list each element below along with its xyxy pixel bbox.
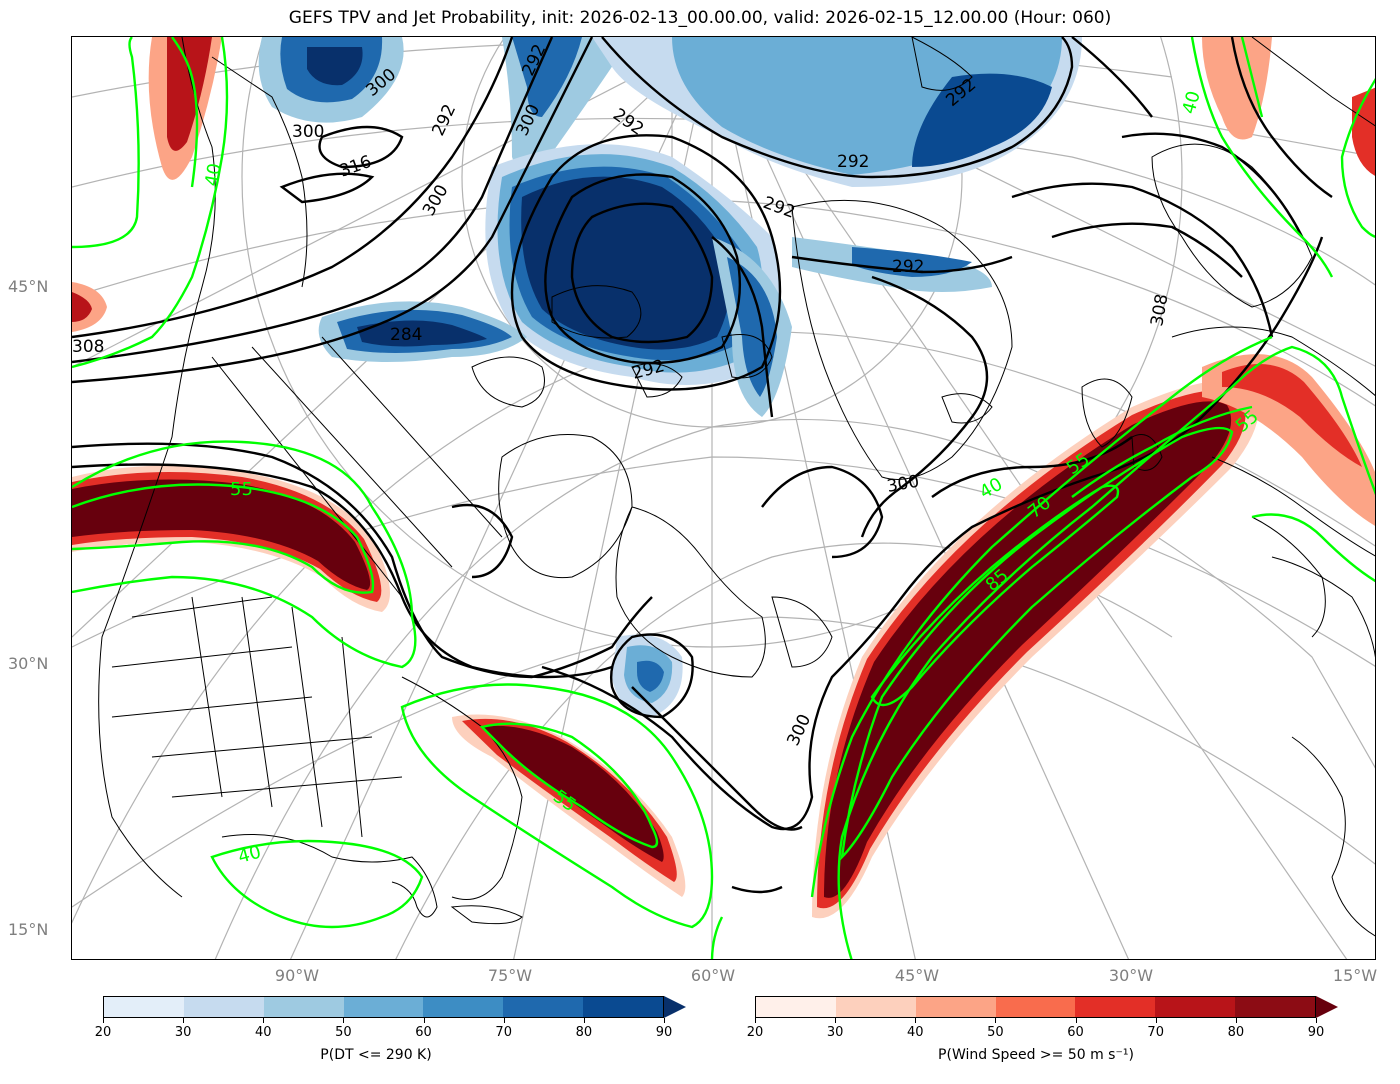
tpv-colorbar-tickmark	[423, 1018, 425, 1023]
tpv-colorbar-extend-arrow	[664, 996, 686, 1018]
jet-colorbar-tick-label: 40	[907, 1025, 924, 1040]
tpv-probability-fill	[258, 37, 1082, 717]
lon-label-30w: 30°W	[1108, 966, 1154, 985]
tpv-colorbar-tickmark	[183, 1018, 185, 1023]
tpv-colorbar-tickmark	[343, 1018, 345, 1023]
jet-colorbar-tickmark	[915, 1018, 917, 1023]
jet-colorbar-tickmark	[835, 1018, 837, 1023]
tpv-colorbar-tick-label: 70	[495, 1025, 512, 1040]
map-panel[interactable]: 292 300 292 300 300 316 300 292 292 292 …	[71, 36, 1376, 960]
theta-label: 300	[419, 181, 453, 219]
tpv-colorbar-tick-label: 90	[655, 1025, 673, 1040]
jet-label: 40	[201, 162, 226, 188]
lon-label-90w: 90°W	[274, 966, 320, 985]
jet-colorbar-label: P(Wind Speed >= 50 m s⁻¹)	[938, 1047, 1134, 1063]
theta-label: 300	[885, 472, 920, 497]
tpv-colorbar	[103, 996, 664, 1018]
tpv-colorbar-tick-label: 80	[575, 1025, 593, 1040]
jet-colorbar-segment	[756, 997, 836, 1017]
jet-colorbar-tick-label: 30	[826, 1025, 844, 1040]
jet-colorbar-tick-label: 70	[1147, 1025, 1164, 1040]
jet-colorbar-tickmark	[1155, 1018, 1157, 1023]
tpv-colorbar-segment	[343, 997, 424, 1017]
tpv-colorbar-tickmark	[263, 1018, 265, 1023]
theta-label: 300	[292, 122, 324, 142]
jet-colorbar-tick-label: 90	[1307, 1025, 1325, 1040]
jet-colorbar-segment	[1075, 997, 1156, 1017]
tpv-colorbar-segment	[583, 997, 664, 1017]
tpv-colorbar-tickmark	[103, 1018, 104, 1023]
jet-colorbar-tickmark	[995, 1018, 997, 1023]
jet-colorbar	[755, 996, 1316, 1018]
map-canvas: 292 300 292 300 300 316 300 292 292 292 …	[72, 37, 1375, 959]
jet-colorbar-tick-label: 80	[1227, 1025, 1245, 1040]
theta-label: 292	[428, 101, 460, 139]
jet-colorbar-tickmark	[1316, 1018, 1317, 1023]
figure-title: GEFS TPV and Jet Probability, init: 2026…	[288, 8, 1112, 28]
theta-label: 308	[1147, 292, 1172, 327]
theta-label: 292	[837, 152, 869, 172]
tpv-colorbar-tick-label: 40	[255, 1025, 272, 1040]
tpv-colorbar-tickmark	[583, 1018, 585, 1023]
tpv-colorbar-segment	[183, 997, 264, 1017]
lon-label-75w: 75°W	[487, 966, 533, 985]
tpv-colorbar-tick-label: 30	[174, 1025, 192, 1040]
tpv-colorbar-tick-label: 50	[335, 1025, 352, 1040]
theta-label: 284	[390, 325, 422, 345]
jet-label: 40	[976, 474, 1006, 504]
tpv-colorbar-segment	[263, 997, 344, 1017]
lon-label-45w: 45°W	[894, 966, 940, 985]
tpv-colorbar-tickmark	[503, 1018, 505, 1023]
tpv-colorbar-tick-label: 20	[94, 1025, 112, 1040]
tpv-colorbar-label: P(DT <= 290 K)	[320, 1047, 432, 1063]
jet-colorbar-extend-arrow	[1316, 996, 1338, 1018]
theta-label: 292	[892, 257, 924, 277]
coastlines-and-borders	[98, 37, 1375, 937]
lon-label-15w: 15°W	[1332, 966, 1378, 985]
jet-colorbar-segment	[1155, 997, 1236, 1017]
lat-label-15n: 15°N	[8, 920, 49, 939]
tpv-colorbar-tickmark	[664, 1018, 665, 1023]
tpv-colorbar-segment	[104, 997, 184, 1017]
jet-colorbar-segment	[835, 997, 916, 1017]
lat-label-30n: 30°N	[8, 654, 49, 673]
jet-colorbar-segment	[995, 997, 1076, 1017]
lat-label-45n: 45°N	[8, 277, 49, 296]
jet-colorbar-segment	[915, 997, 996, 1017]
tpv-colorbar-segment	[503, 997, 584, 1017]
lon-label-60w: 60°W	[690, 966, 736, 985]
jet-contours	[72, 37, 1375, 959]
jet-colorbar-tick-label: 20	[746, 1025, 764, 1040]
tpv-colorbar-tick-label: 60	[415, 1025, 432, 1040]
tpv-colorbar-segment	[423, 997, 504, 1017]
theta-label: 308	[72, 337, 104, 357]
jet-colorbar-tickmark	[1075, 1018, 1077, 1023]
jet-colorbar-tickmark	[1235, 1018, 1237, 1023]
jet-label: 55	[230, 479, 253, 500]
jet-colorbar-tickmark	[755, 1018, 756, 1023]
jet-colorbar-tick-label: 50	[987, 1025, 1004, 1040]
jet-colorbar-segment	[1235, 997, 1316, 1017]
jet-label: 40	[1179, 89, 1205, 117]
jet-colorbar-tick-label: 60	[1067, 1025, 1084, 1040]
